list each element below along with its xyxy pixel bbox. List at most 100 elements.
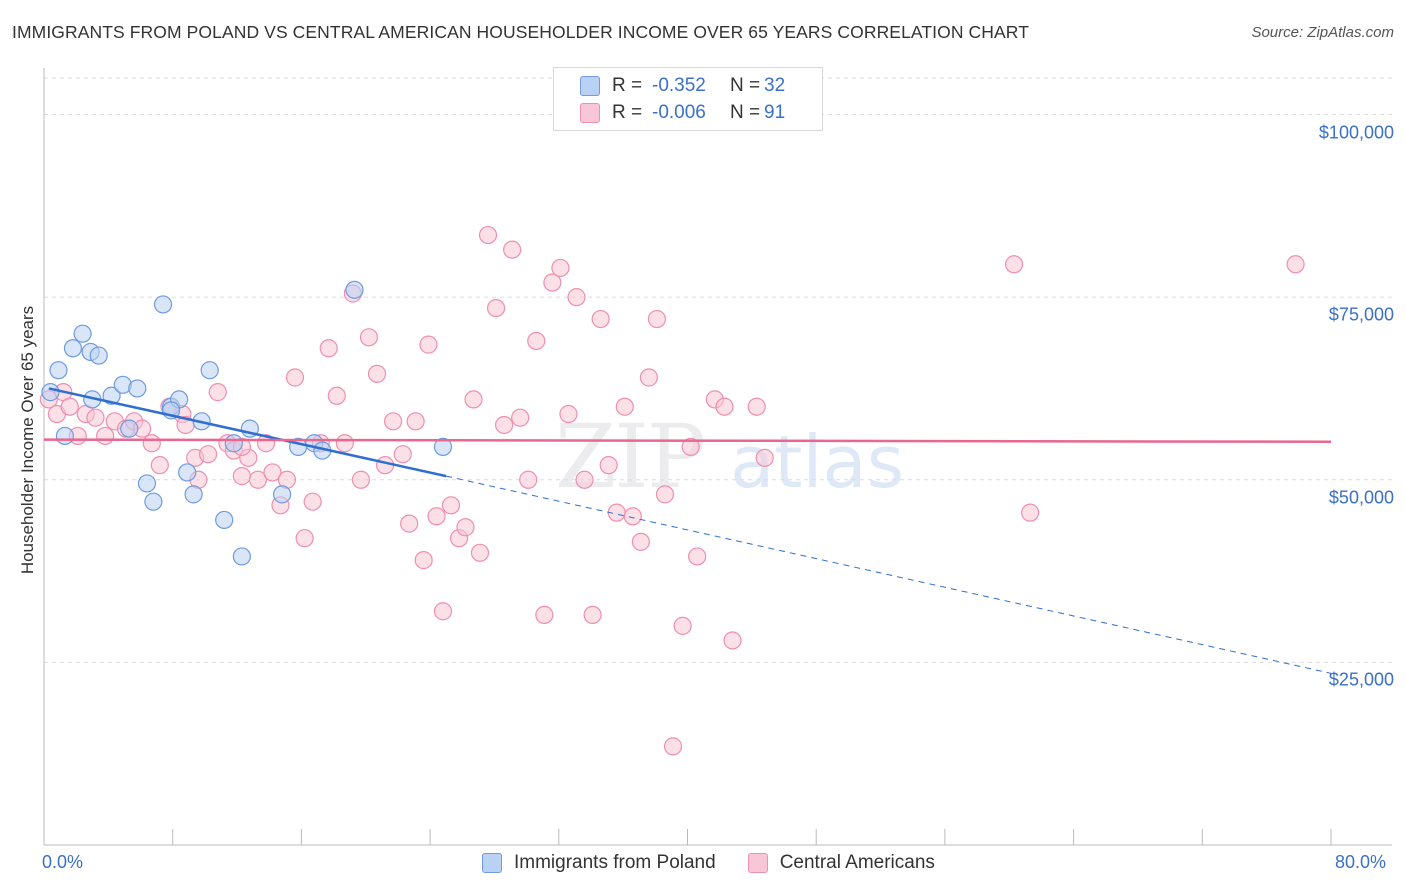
central-american-point [319,339,338,358]
poland-point [137,474,157,493]
poland-point [200,361,219,380]
poland-swatch [482,853,502,873]
central-american-point [631,532,650,551]
central-american-point [647,309,667,329]
poland-point [144,492,163,511]
central-american-point [583,605,602,625]
legend-label-poland: Immigrants from Poland [514,852,716,873]
legend-item-poland[interactable]: Immigrants from Poland [482,852,716,874]
poland-point [184,485,203,504]
central-american-point [406,412,425,431]
central-american-point [456,518,475,537]
central-american-point [419,335,438,354]
y-axis-label: Householder Income Over 65 years [18,305,37,575]
poland-point [49,361,68,380]
poland-point [178,463,197,482]
central-american-point [351,470,371,489]
central-american-point [367,364,387,383]
central-american-point [591,309,610,329]
central-american-point [285,368,305,387]
central-american-point [599,456,618,475]
central-american-point [263,463,282,482]
poland-swatch [580,76,600,96]
central-american-point [60,397,79,416]
y-tick-label: $50,000 [1328,487,1394,508]
central-american-point [755,448,774,467]
poland-point [63,339,83,358]
central-swatch [580,103,600,123]
poland-point [345,280,364,299]
central-american-point [150,456,169,475]
legend-row-central: R = -0.006 N = 91 [580,101,785,125]
central-american-point [559,404,578,424]
central-american-point [527,331,546,351]
central-american-point [639,368,658,387]
source-label: Source: ZipAtlas.com [1251,24,1394,41]
poland-point [102,386,121,405]
x-tick-label-max: 80.0% [1335,852,1387,872]
central-american-point [208,383,227,402]
central-american-point [464,390,483,409]
n-value: 32 [764,75,786,96]
central-american-point [427,507,446,526]
poland-point [55,426,75,446]
central-american-point [715,397,734,416]
central-american-point [1004,255,1024,274]
x-tick-label-min: 0.0% [42,852,84,872]
poland-point [128,379,147,398]
poland-point [272,485,292,504]
r-label: R = [612,75,643,96]
series-legend: Immigrants from Poland Central Americans [482,852,967,874]
central-american-point [688,547,707,566]
central-american-point [1021,503,1040,522]
central-american-point [393,445,412,464]
poland-point [224,434,243,453]
central-american-point [673,616,692,635]
central-american-point [383,412,403,431]
poland-point [232,547,251,566]
r-label: R = [612,102,643,123]
central-american-point [511,408,530,427]
central-american-point [519,470,538,489]
central-american-point [335,434,354,453]
central-american-point [303,492,322,511]
legend-item-central[interactable]: Central Americans [747,852,935,874]
correlation-legend: R = -0.352 N = 32 R = -0.006 N = 91 [553,67,823,131]
central-american-point [441,496,461,515]
poland-point [73,324,92,343]
central-american-point [681,437,700,456]
poland-point [215,510,234,530]
central-american-point [248,470,268,489]
central-american-point [535,605,554,625]
poland-point [89,346,108,365]
central-american-point [723,631,742,650]
central-american-point [575,470,594,489]
n-label: N = [730,102,761,123]
central-american-point [232,467,251,486]
n-label: N = [730,75,761,96]
r-value: -0.006 [652,102,706,123]
central-american-point [543,273,562,292]
central-american-point [414,551,433,570]
watermark: ZIP atlas [555,405,904,508]
poland-point [433,437,453,456]
central-swatch [747,853,768,873]
poland-trend-line [48,387,447,478]
central-american-point [495,415,514,435]
central-american-point [623,507,642,526]
y-tick-label: $100,000 [1318,122,1394,143]
central-american-point [615,397,634,416]
central-american-point [567,288,586,307]
central-american-point [747,397,766,416]
central-american-point [470,543,490,562]
central-american-point [503,240,522,259]
y-tick-label: $25,000 [1328,669,1394,690]
legend-label-central: Central Americans [779,852,935,873]
central-american-point [551,258,570,278]
central-american-trend-line [43,438,1332,444]
central-american-point [142,434,161,453]
chart-title: IMMIGRANTS FROM POLAND VS CENTRAL AMERIC… [12,22,1030,42]
watermark-zip: ZIP [555,405,706,508]
central-american-point [486,299,506,318]
